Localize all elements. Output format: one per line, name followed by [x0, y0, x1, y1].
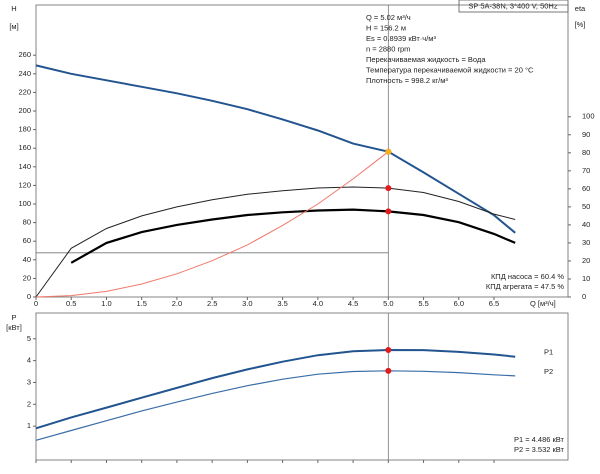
series-label: P2	[544, 367, 553, 376]
y-axis-unit: [кВт]	[6, 323, 22, 332]
series-line	[35, 186, 516, 298]
y2-tick-label: 100	[582, 112, 595, 121]
y-tick-label: 260	[18, 50, 31, 59]
info-line: Перекачиваемая жидкость = Вода	[366, 55, 486, 64]
series-line	[35, 370, 516, 441]
y-axis-unit: [м]	[9, 22, 18, 31]
x-tick-label: 5.0	[383, 299, 393, 308]
y-tick-label: 180	[18, 125, 31, 134]
y-tick-label: 160	[18, 143, 31, 152]
plot-area	[35, 4, 569, 298]
y-tick-label: 200	[18, 106, 31, 115]
x-tick-label: 0	[34, 299, 38, 308]
x-tick-label: 3.0	[242, 299, 252, 308]
duty-point	[385, 185, 392, 192]
y-tick-label: 5	[27, 334, 31, 343]
note: P1 = 4.486 кВт	[514, 435, 565, 444]
x-tick-label: 5.5	[418, 299, 428, 308]
x-tick-label: 1.5	[136, 299, 146, 308]
note: P2 = 3.532 кВт	[514, 445, 565, 454]
y-tick-label: 60	[23, 236, 31, 245]
y2-axis-label: eta	[575, 4, 586, 13]
y-tick-label: 20	[23, 273, 31, 282]
x-tick-label: 2.5	[207, 299, 217, 308]
duty-point	[385, 148, 392, 155]
y2-tick-label: 40	[582, 220, 590, 229]
y-tick-label: 220	[18, 87, 31, 96]
x-tick-label: 4.0	[313, 299, 323, 308]
duty-point	[385, 367, 392, 374]
y-tick-label: 2	[27, 399, 31, 408]
y-tick-label: 1	[27, 421, 31, 430]
y-tick-label: 0	[27, 292, 31, 301]
y-tick-label: 120	[18, 180, 31, 189]
series-line	[35, 151, 389, 298]
chart-title: SP 5A-38N, 3*400 V, 50Hz	[468, 1, 557, 10]
y2-tick-label: 80	[582, 148, 590, 157]
y-tick-label: 40	[23, 255, 31, 264]
x-tick-label: 4.5	[348, 299, 358, 308]
info-line: Es = 0.8939 кВт·ч/м³	[366, 34, 436, 43]
x-tick-label: 2.0	[172, 299, 182, 308]
x-tick-label: 0.5	[66, 299, 76, 308]
note: КПД агрегата = 47.5 %	[486, 282, 564, 291]
x-tick-label: 1.0	[101, 299, 111, 308]
y2-axis-unit: [%]	[575, 20, 586, 29]
x-tick-label: 6.0	[454, 299, 464, 308]
y-tick-label: 3	[27, 377, 31, 386]
y-tick-label: 80	[23, 218, 31, 227]
info-line: Температура перекачиваемой жидкости = 20…	[366, 65, 534, 74]
y2-tick-label: 60	[582, 184, 590, 193]
y2-tick-label: 10	[582, 274, 590, 283]
y2-tick-label: 70	[582, 166, 590, 175]
y2-tick-label: 90	[582, 130, 590, 139]
y-axis-label: H	[11, 4, 16, 13]
info-line: H = 156.2 м	[366, 23, 406, 32]
series-line	[35, 64, 516, 234]
series-line	[35, 348, 516, 430]
series-line	[70, 208, 516, 264]
y2-tick-label: 20	[582, 256, 590, 265]
duty-point	[385, 208, 392, 215]
y2-tick-label: 0	[582, 292, 586, 301]
plot-area	[35, 312, 569, 461]
info-line: Q = 5.02 м³/ч	[366, 13, 411, 22]
x-tick-label: 6.5	[489, 299, 499, 308]
duty-point	[385, 347, 392, 354]
y2-tick-label: 30	[582, 238, 590, 247]
y-tick-label: 100	[18, 199, 31, 208]
y-axis-label: P	[11, 313, 16, 322]
info-line: Плотность = 998.2 кг/м³	[366, 76, 448, 85]
y-tick-label: 240	[18, 69, 31, 78]
y-tick-label: 4	[27, 356, 31, 365]
y-tick-label: 140	[18, 162, 31, 171]
y2-tick-label: 50	[582, 202, 590, 211]
note: КПД насоса = 60.4 %	[491, 272, 564, 281]
info-line: n = 2880 rpm	[366, 44, 410, 53]
x-tick-label: 3.5	[277, 299, 287, 308]
x-axis-label: Q [м³/ч]	[530, 299, 556, 308]
series-label: P1	[544, 348, 553, 357]
